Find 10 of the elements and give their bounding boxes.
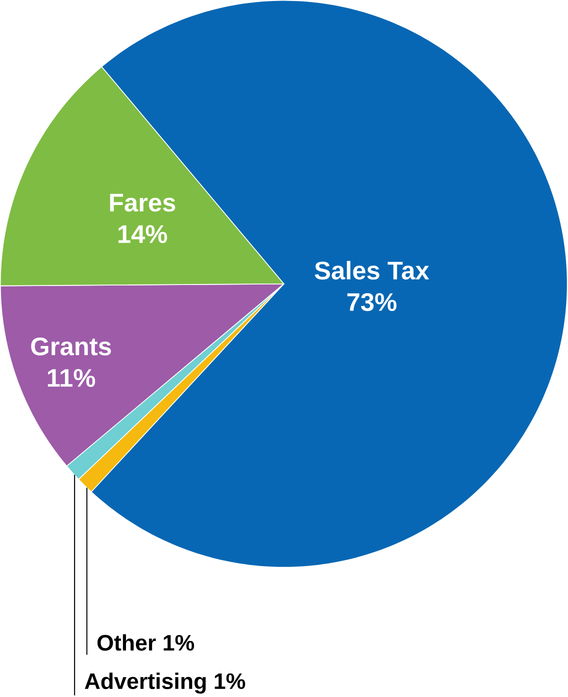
data-label: 1% (214, 673, 246, 690)
slice-label: Grants (31, 337, 112, 356)
data-label: 1% (164, 634, 194, 651)
data-label: 11% (48, 369, 96, 387)
slice-label: Other (98, 634, 156, 651)
slice-label: Sales Tax (314, 260, 430, 280)
data-label: 14% (118, 225, 168, 244)
slice-label: Fares (110, 194, 176, 212)
slice-label: Advertising (84, 672, 206, 694)
data-label: 73% (348, 293, 397, 312)
